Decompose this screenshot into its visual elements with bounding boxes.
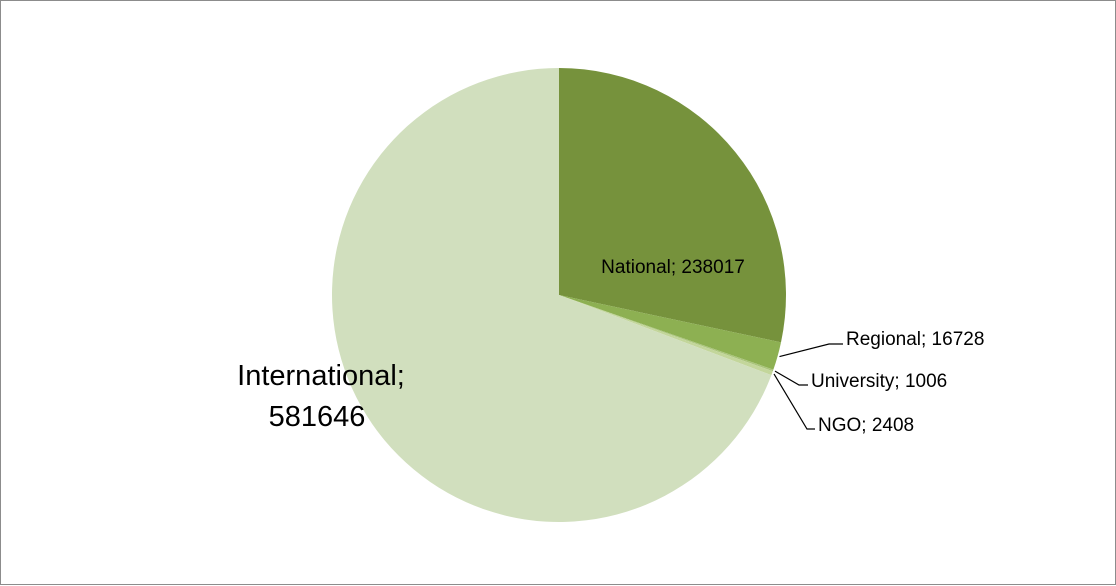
data-labels: National; 238017 Regional; 16728 Univers… [237,257,984,436]
data-label-national: National; 238017 [601,257,745,278]
pie-slice-ngo [559,295,773,376]
data-label-university: University; 1006 [811,371,947,392]
leader-lines [773,343,843,430]
data-label-ngo: NGO; 2408 [818,415,914,436]
leader-line-regional [779,343,843,358]
pie-slice-national [559,68,786,343]
data-label-international-line1: International; [237,360,405,392]
leader-line-ngo [773,373,815,430]
data-label-regional: Regional; 16728 [846,329,984,350]
data-label-international-line2: 581646 [269,401,366,433]
pie-slice-regional [559,295,782,370]
pie-slice-international [331,67,772,523]
leader-line-university [774,370,808,386]
pie-slices [331,67,786,523]
pie-slice-university [559,295,774,372]
